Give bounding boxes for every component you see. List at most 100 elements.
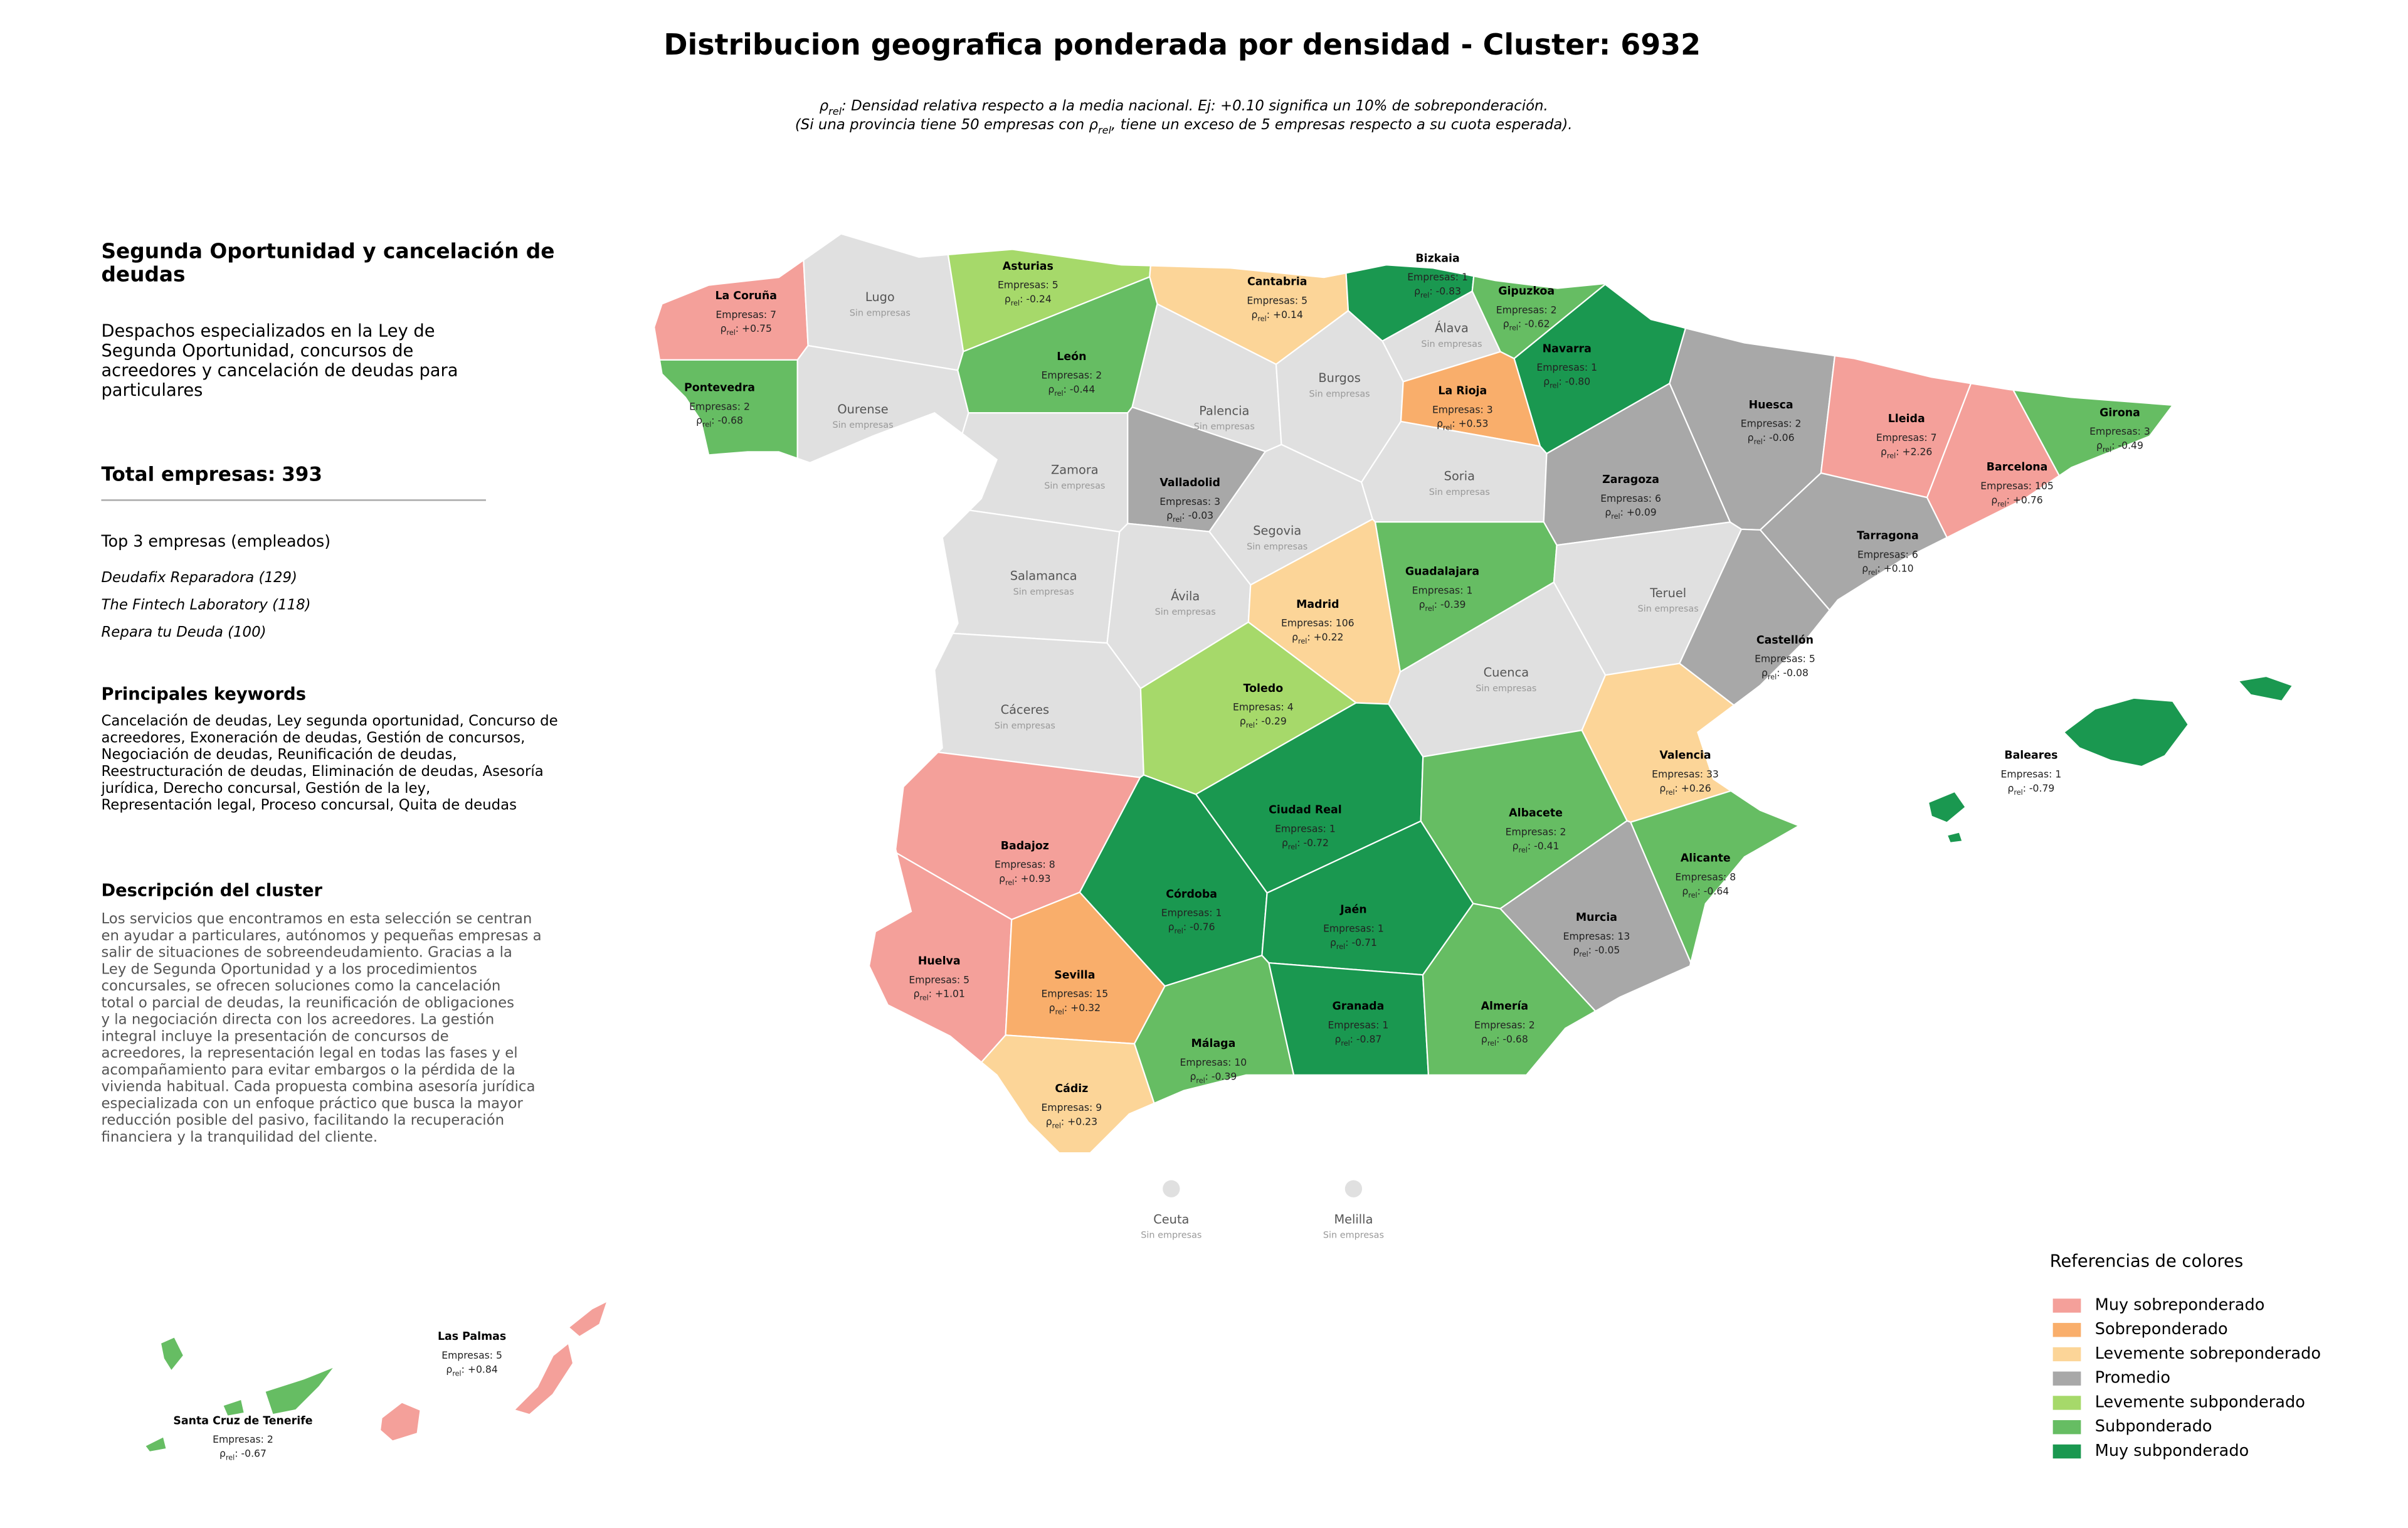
- province-name: Huesca: [1749, 399, 1793, 411]
- text-part: rel: [1298, 637, 1307, 645]
- text-part: :: [1429, 285, 1432, 297]
- text-part: +0.53: [1459, 417, 1489, 429]
- text-part: 4: [1287, 701, 1294, 713]
- text-part: -0.41: [1534, 839, 1559, 851]
- province-name: Ciudad Real: [1269, 804, 1342, 817]
- province-rho: ρrel: -0.24: [1005, 292, 1052, 307]
- province-count: Empresas: 4: [1233, 701, 1294, 713]
- province-rho: ρrel: -0.08: [1761, 667, 1809, 681]
- text-part: ρ: [1049, 1002, 1055, 1014]
- text-part: 5: [1052, 279, 1059, 290]
- text-part: -0.44: [1070, 383, 1095, 395]
- province-count: Empresas: 3: [1432, 403, 1493, 415]
- text-part: 15: [1096, 987, 1108, 999]
- text-part: ρ: [1881, 445, 1887, 457]
- province-rho: ρrel: +0.53: [1437, 417, 1488, 432]
- island-shape: [567, 1299, 609, 1338]
- text-part: 5: [963, 974, 969, 985]
- province-name: Tarragona: [1857, 529, 1919, 542]
- legend-label: Subponderado: [2095, 1417, 2212, 1436]
- text-part: :: [235, 1447, 238, 1459]
- province-rho: ρrel: +0.32: [1049, 1002, 1101, 1016]
- text-part: ρ: [1659, 782, 1666, 793]
- province-rho: ρrel: -0.67: [219, 1447, 267, 1462]
- text-part: rel: [726, 329, 735, 337]
- province-rho: ρrel: -0.62: [1503, 317, 1550, 332]
- text-part: Empresas:: [998, 279, 1049, 290]
- province-name: Navarra: [1543, 342, 1592, 355]
- subtitle: (Si una provincia tiene 50 empresas con …: [795, 116, 1573, 136]
- province-shape: [1422, 903, 1597, 1076]
- text-part: -0.24: [1026, 292, 1051, 304]
- no-data-label: Sin empresas: [1638, 604, 1699, 614]
- province-name: Ceuta: [1153, 1212, 1189, 1226]
- text-part: : Densidad relativa respecto a la media …: [842, 97, 1548, 114]
- province-name: Córdoba: [1166, 888, 1217, 901]
- province-name: Cantabria: [1247, 276, 1307, 289]
- province-count: Empresas: 2: [213, 1433, 273, 1445]
- legend-label: Muy sobreponderado: [2095, 1296, 2265, 1315]
- text-part: Empresas:: [1161, 906, 1213, 918]
- subtitle: ρrel: Densidad relativa respecto a la me…: [820, 97, 1548, 117]
- title: Distribucion geografica ponderada por de…: [663, 28, 1701, 61]
- text-part: Empresas:: [1159, 495, 1211, 507]
- province-rho: ρrel: +1.01: [914, 987, 965, 1002]
- text-part: :: [1698, 884, 1701, 896]
- text-part: Empresas:: [2001, 768, 2052, 780]
- province-name: Toledo: [1244, 682, 1284, 695]
- city-marker: [1344, 1180, 1363, 1197]
- text-part: -0.72: [1303, 836, 1328, 848]
- text-part: rel: [1611, 512, 1620, 521]
- text-part: ρ: [1573, 944, 1579, 956]
- text-part: Empresas:: [1652, 768, 1703, 780]
- province-name: Pontevedra: [684, 382, 755, 395]
- text-part: -0.06: [1769, 432, 1794, 443]
- text-part: Empresas:: [1432, 403, 1484, 415]
- island-shape: [379, 1401, 421, 1442]
- legend-swatch: [2052, 1420, 2081, 1435]
- province-rho: ρrel: +2.26: [1881, 445, 1932, 460]
- text-part: ρ: [1503, 317, 1509, 329]
- text-part: 393: [282, 464, 322, 486]
- province-count: Empresas: 13: [1563, 930, 1630, 942]
- text-part: 2: [267, 1433, 273, 1445]
- text-part: 3: [1487, 403, 1493, 415]
- province-count: Empresas: 2: [1506, 825, 1566, 837]
- island-shape: [1946, 831, 1964, 844]
- text-part: ρ: [1168, 920, 1175, 932]
- text-part: ρ: [1046, 1115, 1052, 1127]
- text-part: -0.67: [241, 1447, 266, 1459]
- description-line: concursales, se ofrecen soluciones como …: [101, 978, 500, 994]
- province-count: Empresas: 6: [1857, 548, 1918, 560]
- text-part: ρ: [1190, 1070, 1196, 1082]
- province-name: Alicante: [1681, 852, 1731, 865]
- text-part: :: [1183, 920, 1186, 932]
- text-part: rel: [1246, 721, 1255, 730]
- text-part: -0.79: [2029, 782, 2054, 793]
- sidebar-summary: Despachos especializados en la Ley de: [101, 322, 435, 341]
- text-part: Empresas:: [213, 1433, 264, 1445]
- text-part: :: [1877, 562, 1880, 574]
- text-part: ρ: [1481, 1032, 1487, 1044]
- text-part: -0.62: [1524, 317, 1550, 329]
- text-part: 5: [1301, 294, 1307, 306]
- province-name: Sevilla: [1054, 969, 1095, 982]
- province-rho: ρrel: -0.64: [1682, 884, 1729, 899]
- province-name: Castellón: [1756, 634, 1814, 647]
- sidebar-heading: Segunda Oportunidad y cancelación de: [101, 239, 554, 263]
- text-part: ρ: [1166, 509, 1173, 521]
- text-part: rel: [919, 994, 928, 1002]
- text-part: rel: [1098, 124, 1112, 136]
- province-name: Álava: [1435, 321, 1469, 336]
- province-name: Las Palmas: [438, 1330, 506, 1343]
- text-part: 2: [744, 400, 750, 412]
- text-part: rel: [1768, 673, 1777, 681]
- no-data-label: Sin empresas: [1323, 1231, 1384, 1241]
- top-title: Top 3 empresas (empleados): [100, 531, 330, 550]
- province-rho: ρrel: +0.23: [1046, 1115, 1097, 1130]
- province-name: Albacete: [1509, 807, 1563, 820]
- province-rho: ρrel: -0.87: [1334, 1032, 1381, 1047]
- text-part: 5: [496, 1349, 502, 1361]
- text-part: rel: [1341, 1039, 1349, 1047]
- province-count: Empresas: 1: [1323, 922, 1384, 934]
